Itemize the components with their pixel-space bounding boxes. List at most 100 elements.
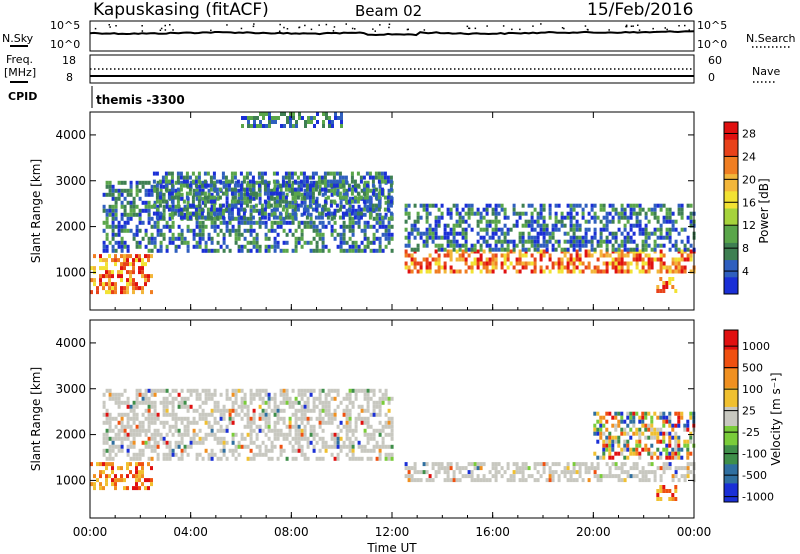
velocity-cell [99,474,102,479]
velocity-cell [171,388,175,393]
power-cell [476,261,480,266]
velocity-cell [159,436,163,441]
velocity-cell [638,431,642,436]
velocity-cell [677,478,681,483]
power-cell [560,215,564,220]
power-cell [605,253,609,258]
velocity-cell [177,392,181,397]
power-cell [282,216,286,221]
power-cell [416,215,420,220]
velocity-cell [216,404,220,409]
velocity-cell [177,404,181,409]
velocity-cell [674,443,678,448]
velocity-cell [147,408,151,413]
velocity-cell [264,408,268,413]
power-cell [464,261,468,266]
power-cell [389,183,393,188]
power-cell [356,211,360,216]
velocity-cell [671,455,675,460]
velocity-cell [602,443,606,448]
power-cell [120,236,124,241]
power-cell [213,224,217,229]
power-cell [428,265,432,270]
velocity-cell [195,456,199,461]
power-cell [605,227,609,232]
power-cell [255,244,259,249]
velocity-cell [635,462,639,467]
velocity-cell [273,404,277,409]
power-cell [557,219,561,224]
velocity-cell [108,436,112,441]
power-cell [506,247,510,252]
velocity-cell [150,392,154,397]
power-cell [362,191,366,196]
power-cell [206,199,210,204]
velocity-cell [282,408,286,413]
velocity-cell [111,478,114,483]
power-cell [572,223,576,228]
nsky-panel: N.Sky 10^5 10^0 10^5 10^0 N.Search [2,19,796,52]
power-cell [554,215,558,220]
power-cell [353,187,357,192]
velocity-cell [599,423,603,428]
power-cell [452,269,456,274]
power-cell [485,223,489,228]
power-cell [270,188,274,193]
velocity-cell [117,428,121,433]
velocity-cell [390,416,394,421]
power-cell [195,220,199,225]
velocity-cell [665,431,669,436]
velocity-cell [521,470,525,475]
velocity-cell [674,451,678,456]
power-cell [488,223,492,228]
velocity-cell [171,416,175,421]
power-cell [434,243,438,248]
velocity-cell [111,440,115,445]
velocity-cell [369,412,373,417]
velocity-cell [135,432,139,437]
velocity-cell [204,448,208,453]
power-cell [191,203,195,208]
velocity-cell [644,411,648,416]
velocity-cell [162,436,166,441]
velocity-cell [186,396,190,401]
velocity-cell [452,474,456,479]
velocity-cell [659,485,663,489]
power-cell [354,240,358,245]
power-cell [437,235,441,240]
power-cell [350,187,354,192]
power-cell [277,116,280,120]
power-cell [210,220,214,225]
power-cell [476,223,480,228]
power-cell [270,220,274,225]
power-cell [431,231,435,236]
velocity-cell [228,396,232,401]
power-cell [218,195,222,200]
velocity-cell [668,489,672,493]
power-cell [162,212,166,217]
velocity-cell [279,392,283,397]
power-cell [123,258,126,263]
power-cell [155,207,159,212]
power-cell [240,200,244,205]
power-cell [584,227,588,232]
velocity-cell [240,400,244,405]
power-cell [362,187,366,192]
power-cell [120,192,124,197]
power-cell [313,116,316,120]
power-cell [545,239,549,244]
power-cell [114,188,118,193]
power-cell [348,220,352,225]
power-cell [174,244,178,249]
power-cell [533,207,537,212]
power-cell [321,236,325,241]
velocity-cell [201,416,205,421]
power-cell [356,199,360,204]
velocity-cell [126,412,130,417]
power-cell [458,223,462,228]
velocity-cell [303,428,307,433]
power-cell [671,285,675,289]
velocity-cell [117,400,121,405]
nsearch-point [587,29,589,31]
power-cell [345,188,349,193]
